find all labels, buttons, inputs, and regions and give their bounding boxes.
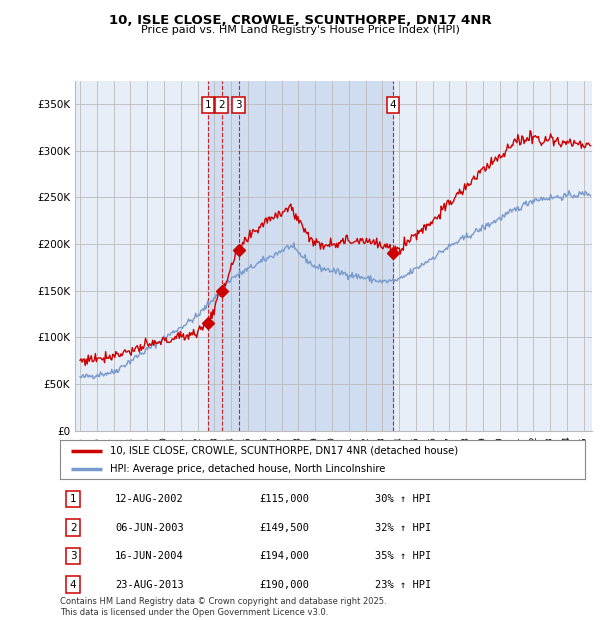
Text: 2: 2 [70,523,76,533]
Text: 1: 1 [70,494,76,504]
Text: 30% ↑ HPI: 30% ↑ HPI [375,494,431,504]
Text: 10, ISLE CLOSE, CROWLE, SCUNTHORPE, DN17 4NR (detached house): 10, ISLE CLOSE, CROWLE, SCUNTHORPE, DN17… [110,446,458,456]
Text: 12-AUG-2002: 12-AUG-2002 [115,494,184,504]
Bar [208,81,393,431]
Text: 4: 4 [70,580,76,590]
Text: 35% ↑ HPI: 35% ↑ HPI [375,551,431,561]
Text: 4: 4 [390,100,397,110]
Text: £149,500: £149,500 [260,523,310,533]
Text: 16-JUN-2004: 16-JUN-2004 [115,551,184,561]
Text: £190,000: £190,000 [260,580,310,590]
Text: 1: 1 [205,100,211,110]
Text: £194,000: £194,000 [260,551,310,561]
Text: 23-AUG-2013: 23-AUG-2013 [115,580,184,590]
Text: 3: 3 [70,551,76,561]
Text: 3: 3 [236,100,242,110]
Text: HPI: Average price, detached house, North Lincolnshire: HPI: Average price, detached house, Nort… [110,464,385,474]
Text: Price paid vs. HM Land Registry's House Price Index (HPI): Price paid vs. HM Land Registry's House … [140,25,460,35]
Text: 2: 2 [218,100,225,110]
Text: £115,000: £115,000 [260,494,310,504]
Text: Contains HM Land Registry data © Crown copyright and database right 2025.
This d: Contains HM Land Registry data © Crown c… [60,598,386,617]
Text: 32% ↑ HPI: 32% ↑ HPI [375,523,431,533]
Text: 06-JUN-2003: 06-JUN-2003 [115,523,184,533]
Text: 23% ↑ HPI: 23% ↑ HPI [375,580,431,590]
Text: 10, ISLE CLOSE, CROWLE, SCUNTHORPE, DN17 4NR: 10, ISLE CLOSE, CROWLE, SCUNTHORPE, DN17… [109,14,491,27]
